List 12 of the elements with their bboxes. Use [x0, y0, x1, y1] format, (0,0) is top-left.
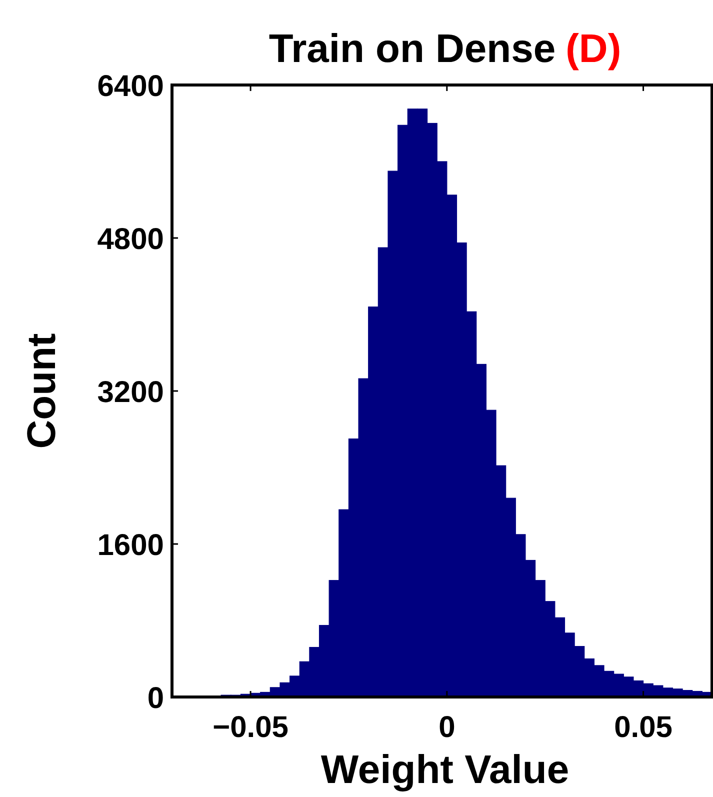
chart-title: Train on Dense — [268, 27, 556, 71]
x-tick-label: 0 — [438, 711, 456, 744]
y-tick-label: 3200 — [97, 376, 164, 409]
y-tick-label: 4800 — [97, 223, 164, 256]
y-tick-label: 0 — [147, 682, 164, 715]
x-axis-title: Weight Value — [320, 748, 570, 792]
y-tick-label: 6400 — [97, 70, 164, 103]
y-tick-label: 1600 — [97, 529, 164, 562]
y-axis-title: Count — [20, 333, 64, 449]
x-tick-label: 0.05 — [614, 711, 672, 744]
x-tick-label: −0.05 — [212, 711, 289, 744]
text: (D) — [566, 27, 622, 71]
